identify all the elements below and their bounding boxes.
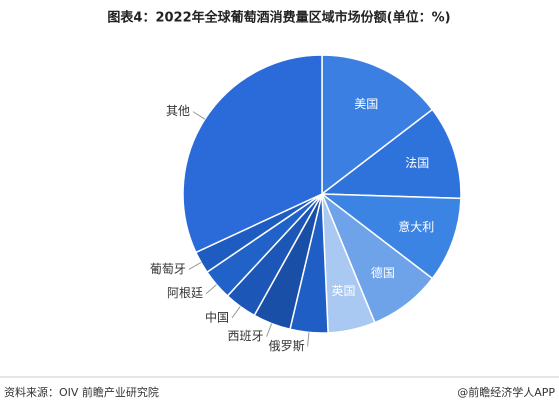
leader-line [192, 111, 206, 120]
slice-label: 美国 [354, 97, 378, 111]
pie-slice [182, 54, 323, 254]
slice-label: 法国 [405, 156, 429, 170]
chart-title: 图表4：2022年全球葡萄酒消费量区域市场份额(单位：%) [107, 10, 450, 26]
credit: @前瞻经济学人APP [457, 385, 555, 399]
slice-label: 意大利 [398, 219, 434, 234]
slice-label: 西班牙 [228, 329, 264, 343]
slice-label: 阿根廷 [167, 286, 203, 300]
source: 资料来源：OIV 前瞻产业研究院 [4, 385, 159, 399]
slice-label: 德国 [371, 265, 395, 280]
leader-line [205, 284, 217, 295]
pie-slice [319, 193, 462, 280]
leader-line [188, 262, 202, 270]
slice-label: 其他 [166, 104, 190, 118]
slice-label: 中国 [205, 309, 229, 324]
pie-slice [321, 54, 434, 196]
leader-line [307, 332, 310, 347]
leader-line [231, 306, 241, 319]
pie-slice [319, 108, 462, 200]
slice-label: 葡萄牙 [150, 262, 186, 276]
slice-label: 俄罗斯 [269, 339, 305, 353]
slice-label: 英国 [332, 284, 356, 298]
leader-line [266, 323, 273, 337]
